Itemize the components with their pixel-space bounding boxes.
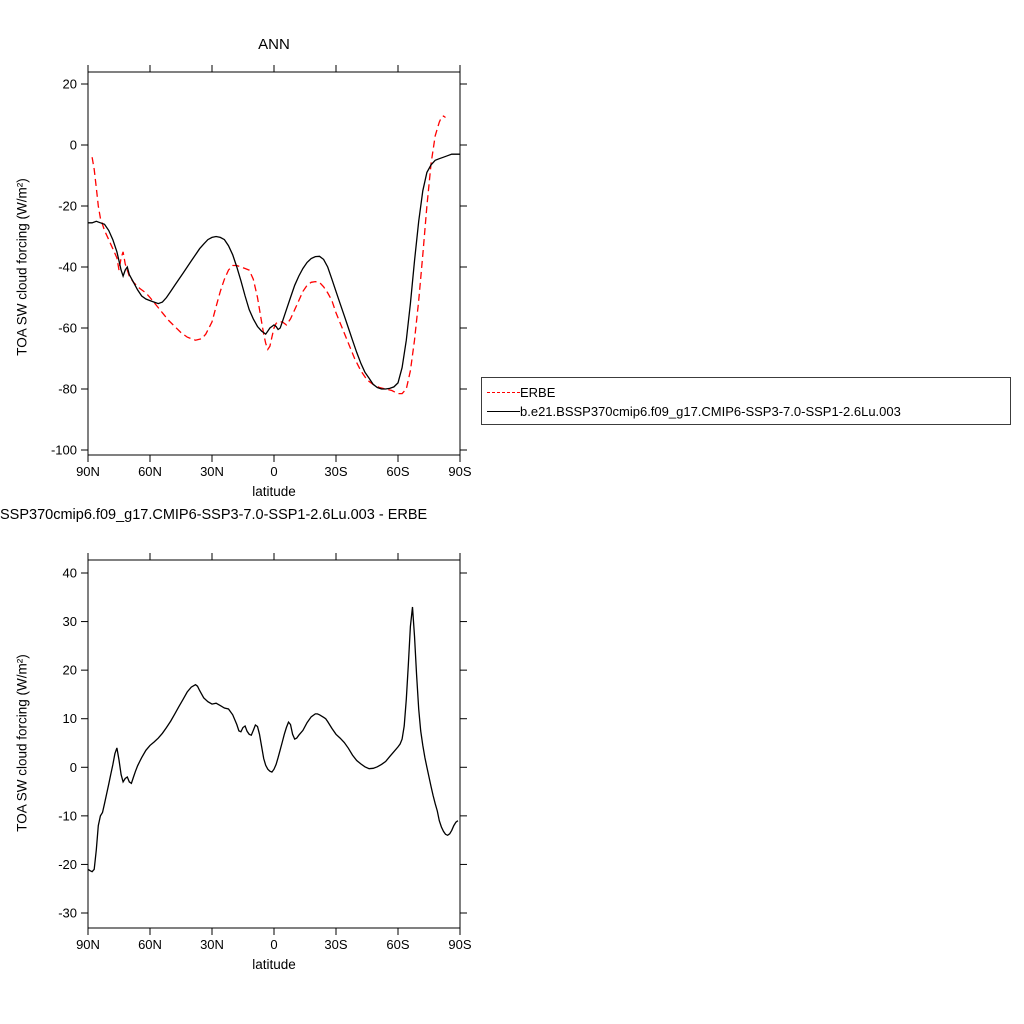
legend-item-model: b.e21.BSSP370cmip6.f09_g17.CMIP6-SSP3-7.… (482, 402, 1010, 421)
x-tick-label: 30N (200, 464, 224, 479)
model-curve (88, 153, 460, 390)
y-tick-label: 20 (63, 663, 77, 678)
bottom-chart-y-axis-label: TOA SW cloud forcing (W/m²) (14, 654, 30, 832)
x-tick-label: 60S (386, 937, 409, 952)
x-tick-label: 30N (200, 937, 224, 952)
y-tick-label: 20 (63, 77, 77, 92)
plot-frame (87, 559, 461, 929)
bottom-chart-title: SSP370cmip6.f09_g17.CMIP6-SSP3-7.0-SSP1-… (0, 507, 428, 523)
difference-curve (87, 606, 459, 873)
legend-line-erbe (487, 392, 520, 393)
x-tick-label: 30S (324, 464, 347, 479)
y-tick-label: -10 (58, 808, 77, 823)
y-tick-label: 0 (70, 760, 77, 775)
x-tick-label: 60S (386, 464, 409, 479)
y-tick-label: -40 (58, 260, 77, 275)
legend-label-erbe: ERBE (520, 385, 556, 400)
legend: ERBE b.e21.BSSP370cmip6.f09_g17.CMIP6-SS… (481, 377, 1011, 425)
legend-line-model (487, 411, 520, 412)
x-tick-label: 0 (270, 937, 277, 952)
y-tick-label: 10 (63, 711, 77, 726)
bottom-chart-x-axis-label: latitude (252, 957, 296, 972)
plot-frame (87, 71, 461, 456)
x-tick-label: 90N (76, 464, 100, 479)
y-tick-label: -80 (58, 382, 77, 397)
y-tick-label: 0 (70, 138, 77, 153)
y-tick-label: -20 (58, 857, 77, 872)
top-chart-title: ANN (258, 36, 290, 53)
y-tick-label: -30 (58, 906, 77, 921)
erbe-curve (91, 115, 446, 395)
legend-label-model: b.e21.BSSP370cmip6.f09_g17.CMIP6-SSP3-7.… (520, 404, 901, 419)
y-tick-label: 30 (63, 614, 77, 629)
x-tick-label: 30S (324, 937, 347, 952)
y-tick-label: -60 (58, 321, 77, 336)
top-chart-y-axis-label: TOA SW cloud forcing (W/m²) (14, 178, 30, 356)
top-chart-x-axis-label: latitude (252, 484, 296, 499)
legend-item-erbe: ERBE (482, 383, 1010, 402)
x-tick-label: 90N (76, 937, 100, 952)
x-tick-label: 90S (448, 937, 471, 952)
y-tick-label: -100 (51, 443, 77, 458)
x-tick-label: 0 (270, 464, 277, 479)
y-tick-label: -20 (58, 199, 77, 214)
x-tick-label: 60N (138, 464, 162, 479)
x-tick-label: 90S (448, 464, 471, 479)
x-tick-label: 60N (138, 937, 162, 952)
y-tick-label: 40 (63, 566, 77, 581)
